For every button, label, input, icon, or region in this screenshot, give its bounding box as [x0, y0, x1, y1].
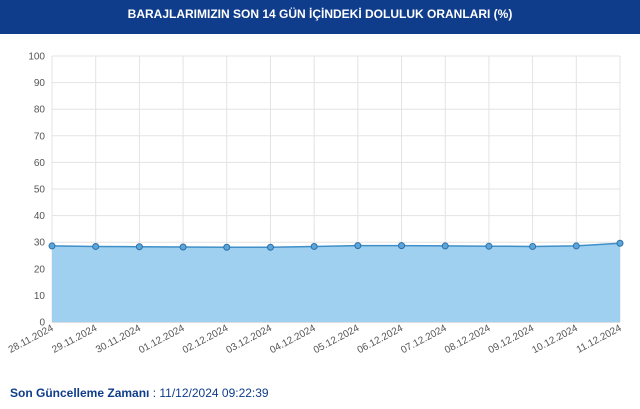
point	[92, 242, 100, 250]
point	[485, 242, 493, 250]
y-tick-label: 0	[39, 318, 45, 329]
x-tick-label: 02.12.2024	[181, 323, 231, 356]
point	[441, 242, 449, 250]
footer-value: : 11/12/2024 09:22:39	[152, 386, 269, 400]
point	[266, 243, 274, 251]
area	[52, 243, 620, 322]
y-tick-label: 70	[34, 131, 46, 142]
y-tick-label: 80	[34, 105, 46, 116]
y-tick-label: 40	[34, 211, 46, 222]
footer: Son Güncelleme Zamanı : 11/12/2024 09:22…	[10, 386, 269, 400]
point	[135, 243, 143, 251]
x-tick-label: 04.12.2024	[268, 323, 318, 356]
chart-title: BARAJLARIMIZIN SON 14 GÜN İÇİNDEKİ DOLUL…	[0, 0, 640, 34]
y-tick-label: 50	[34, 185, 46, 196]
x-tick-label: 29.11.2024	[50, 323, 99, 356]
point	[179, 243, 187, 251]
x-tick-label: 01.12.2024	[137, 323, 187, 356]
point	[572, 242, 580, 250]
point	[310, 242, 318, 250]
x-tick-label: 05.12.2024	[312, 323, 362, 356]
y-tick-label: 90	[34, 78, 46, 89]
point	[48, 242, 56, 250]
x-tick-label: 28.11.2024	[7, 323, 56, 356]
chart: 0 10 20 30 40 50 60 70 80 90 100 28.11.202429.11.20…	[7, 52, 624, 357]
point	[398, 242, 406, 250]
x-tick-label: 09.12.2024	[487, 323, 537, 356]
point	[354, 242, 362, 250]
x-tick-label: 07.12.2024	[399, 323, 449, 356]
x-tick-label: 30.11.2024	[94, 323, 143, 356]
x-tick-label: 08.12.2024	[443, 323, 493, 356]
point	[616, 239, 624, 247]
y-tick-label: 10	[34, 291, 46, 302]
point	[223, 243, 231, 251]
x-tick-label: 11.12.2024	[575, 323, 624, 356]
y-tick-label: 100	[28, 52, 45, 63]
y-tick-label: 20	[34, 264, 46, 275]
x-tick-label: 06.12.2024	[356, 323, 406, 356]
x-tick-label: 03.12.2024	[225, 323, 275, 356]
y-tick-label: 30	[34, 238, 46, 249]
point	[529, 242, 537, 250]
x-tick-label: 10.12.2024	[530, 323, 580, 356]
line	[51, 242, 621, 249]
y-tick-label: 60	[34, 158, 46, 169]
footer-label: Son Güncelleme Zamanı	[10, 386, 150, 400]
